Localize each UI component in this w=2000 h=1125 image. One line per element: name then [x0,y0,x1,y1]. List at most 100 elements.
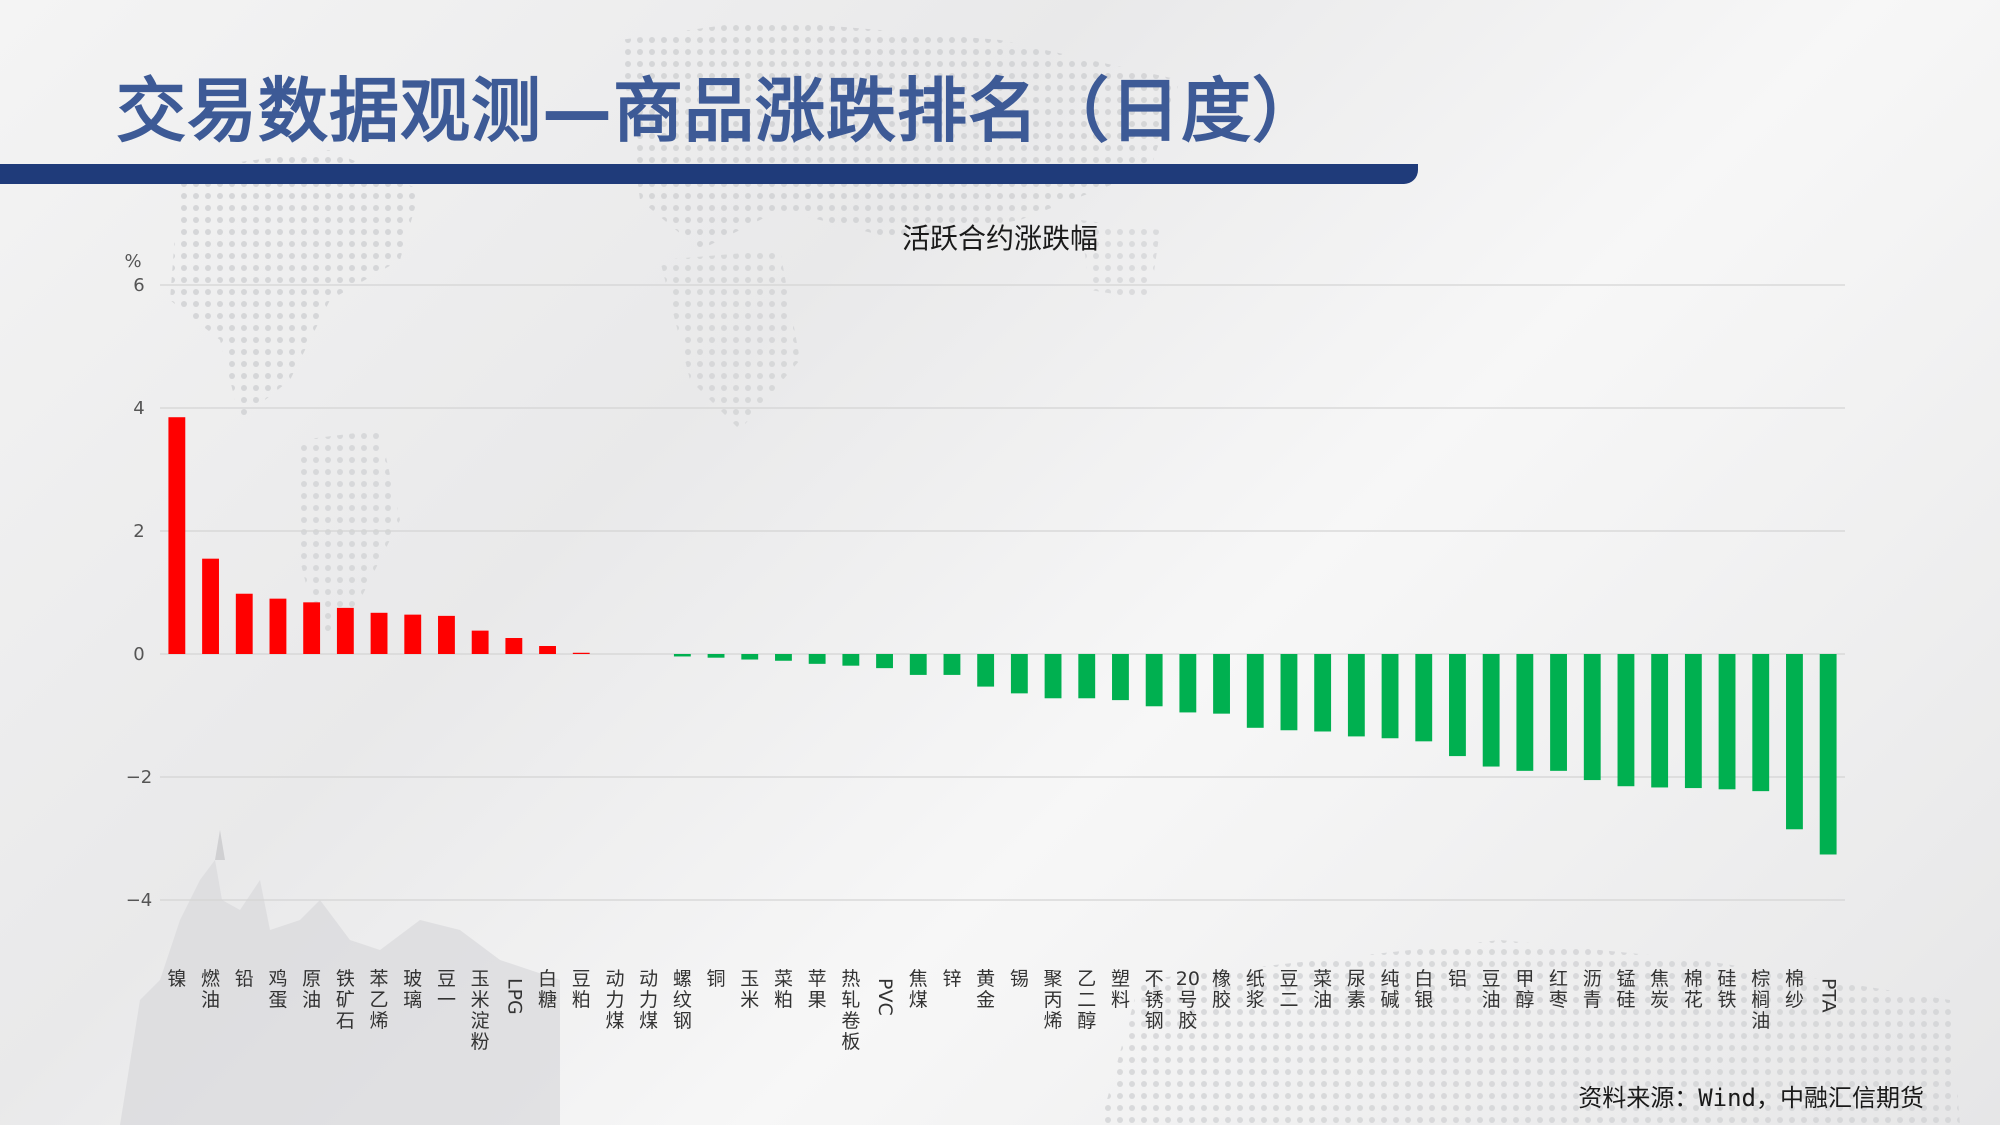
x-category-label: 苹果 [808,968,827,1011]
svg-text:镍: 镍 [167,968,186,990]
svg-text:棕: 棕 [1751,968,1770,990]
x-category-label: 硅铁 [1718,968,1737,1011]
x-category-label: 纯碱 [1381,968,1400,1011]
svg-text:锡: 锡 [1010,968,1029,990]
svg-text:轧: 轧 [841,989,860,1011]
svg-text:米: 米 [740,989,759,1011]
bar [1550,654,1567,771]
svg-text:油: 油 [1751,1010,1770,1032]
x-category-label: 白银 [1414,968,1433,1011]
svg-text:油: 油 [302,989,321,1011]
x-category-label: 棉花 [1684,968,1703,1011]
y-axis-unit-label: % [124,251,141,272]
svg-text:苯: 苯 [370,968,389,990]
svg-text:塑: 塑 [1111,968,1130,990]
svg-text:纯: 纯 [1381,968,1400,990]
x-axis-category-labels: 镍燃油铅 鸡蛋原油铁矿石苯乙烯玻璃豆一玉米淀粉LPG 白糖豆粕动力煤动力煤螺纹钢铜玉… [167,968,1839,1053]
bar [707,654,725,658]
svg-text:一: 一 [437,989,456,1011]
y-tick-label: 0 [133,644,144,665]
svg-text:菜: 菜 [1313,968,1332,990]
bar [202,558,219,654]
x-category-label: 铅 [235,968,254,990]
x-category-label: 铝 [1448,968,1467,990]
svg-text:石: 石 [336,1010,355,1032]
bar [1516,654,1534,771]
x-category-label: 锰硅 [1616,968,1635,1011]
svg-text:淀: 淀 [471,1010,490,1032]
x-category-label: 菜粕 [774,968,793,1011]
x-category-label: 不锈钢 [1145,968,1164,1032]
svg-text:粕: 粕 [774,989,793,1011]
y-tick-label: −4 [126,890,153,911]
svg-text:LPG: LPG [503,978,525,1015]
bar [1145,654,1163,707]
bar [539,646,556,654]
bar [775,654,792,661]
bar [1381,654,1399,739]
bar [1314,654,1332,732]
svg-text:油: 油 [1313,989,1332,1011]
x-category-label: 苯乙烯 [370,968,389,1032]
bar [1078,654,1096,699]
y-tick-label: 4 [133,398,144,419]
svg-text:煤: 煤 [605,1010,624,1032]
x-category-label: PVC [874,978,896,1016]
svg-text:醇: 醇 [1515,989,1534,1011]
svg-text:号: 号 [1178,989,1197,1011]
svg-text:热: 热 [841,968,860,990]
svg-text:糖: 糖 [538,989,557,1011]
x-category-label: 燃油 [201,968,220,1011]
bar [336,607,354,654]
svg-text:锰: 锰 [1616,968,1635,990]
svg-text:黄: 黄 [976,968,995,990]
y-tick-label: 2 [133,521,144,542]
svg-text:烯: 烯 [370,1010,389,1032]
svg-text:橡: 橡 [1212,968,1231,990]
svg-text:硅: 硅 [1616,989,1635,1011]
bar [1449,654,1466,757]
svg-text:螺: 螺 [673,968,692,990]
svg-text:豆: 豆 [1482,968,1501,990]
svg-text:璃: 璃 [403,989,422,1011]
svg-text:丙: 丙 [1044,989,1063,1011]
svg-text:铅: 铅 [235,968,254,990]
svg-text:煤: 煤 [639,1010,658,1032]
svg-text:矿: 矿 [336,989,355,1011]
svg-text:焦: 焦 [1650,968,1669,990]
bar [269,598,287,654]
svg-text:胶: 胶 [1178,1010,1197,1032]
x-category-label: 锡 [1010,968,1029,990]
y-tick-label: −2 [126,767,153,788]
x-category-label: 纸浆 [1246,968,1265,1011]
x-category-label: 棉纱 [1785,968,1804,1011]
svg-text:钢: 钢 [673,1010,692,1032]
svg-text:沥: 沥 [1583,968,1602,990]
svg-text:素: 素 [1347,989,1366,1011]
svg-text:青: 青 [1583,989,1602,1011]
svg-text:动: 动 [639,968,658,990]
svg-text:二: 二 [1077,989,1096,1011]
y-tick-label: 6 [133,275,144,296]
svg-text:PVC: PVC [874,978,896,1016]
svg-text:油: 油 [1482,989,1501,1011]
svg-text:铜: 铜 [707,968,726,990]
svg-text:醇: 醇 [1077,1010,1096,1032]
x-category-label: 铜 [707,968,726,990]
svg-text:锈: 锈 [1145,989,1164,1011]
svg-text:尿: 尿 [1347,968,1366,990]
x-category-label: 豆二 [1279,968,1298,1011]
svg-text:油: 油 [201,989,220,1011]
x-category-label: 玉米 [740,968,759,1011]
svg-text:粕: 粕 [572,989,591,1011]
x-category-label: 黄金 [976,968,995,1011]
bar [909,654,927,675]
slide-title: 交易数据观测—商品涨跌排名（日度） [116,70,1323,152]
bar [1482,654,1500,767]
x-category-label: 鸡蛋 [268,968,287,1011]
svg-text:玻: 玻 [403,968,422,990]
bar [1280,654,1298,731]
svg-text:枣: 枣 [1549,989,1568,1011]
svg-text:棉: 棉 [1684,968,1703,990]
